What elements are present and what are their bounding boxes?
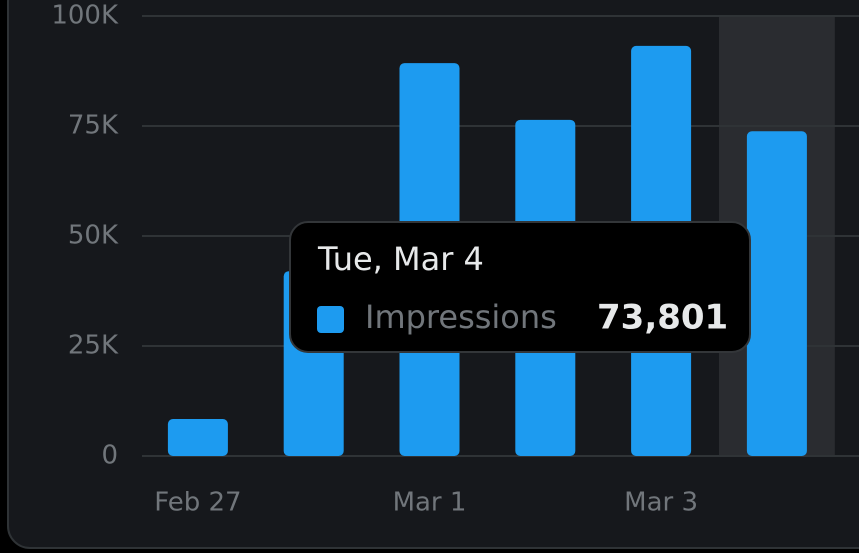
tooltip-series: Impressions	[365, 298, 557, 336]
bar	[746, 131, 807, 456]
y-tick-label: 75K	[68, 111, 119, 141]
y-tick-label: 25K	[68, 331, 119, 361]
tooltip: Tue, Mar 4 Impressions 73,801	[289, 221, 751, 353]
x-tick-label: Mar 1	[393, 488, 467, 518]
y-tick-label: 100K	[51, 1, 119, 31]
tooltip-box	[289, 221, 751, 353]
bar	[167, 419, 228, 456]
y-tick-label: 50K	[68, 221, 119, 251]
tooltip-title: Tue, Mar 4	[317, 240, 484, 278]
y-tick-label: 0	[101, 441, 118, 471]
x-tick-label: Feb 27	[154, 488, 241, 518]
tooltip-value: 73,801	[597, 298, 728, 338]
tooltip-swatch	[317, 306, 344, 333]
x-tick-label: Mar 3	[624, 488, 698, 518]
